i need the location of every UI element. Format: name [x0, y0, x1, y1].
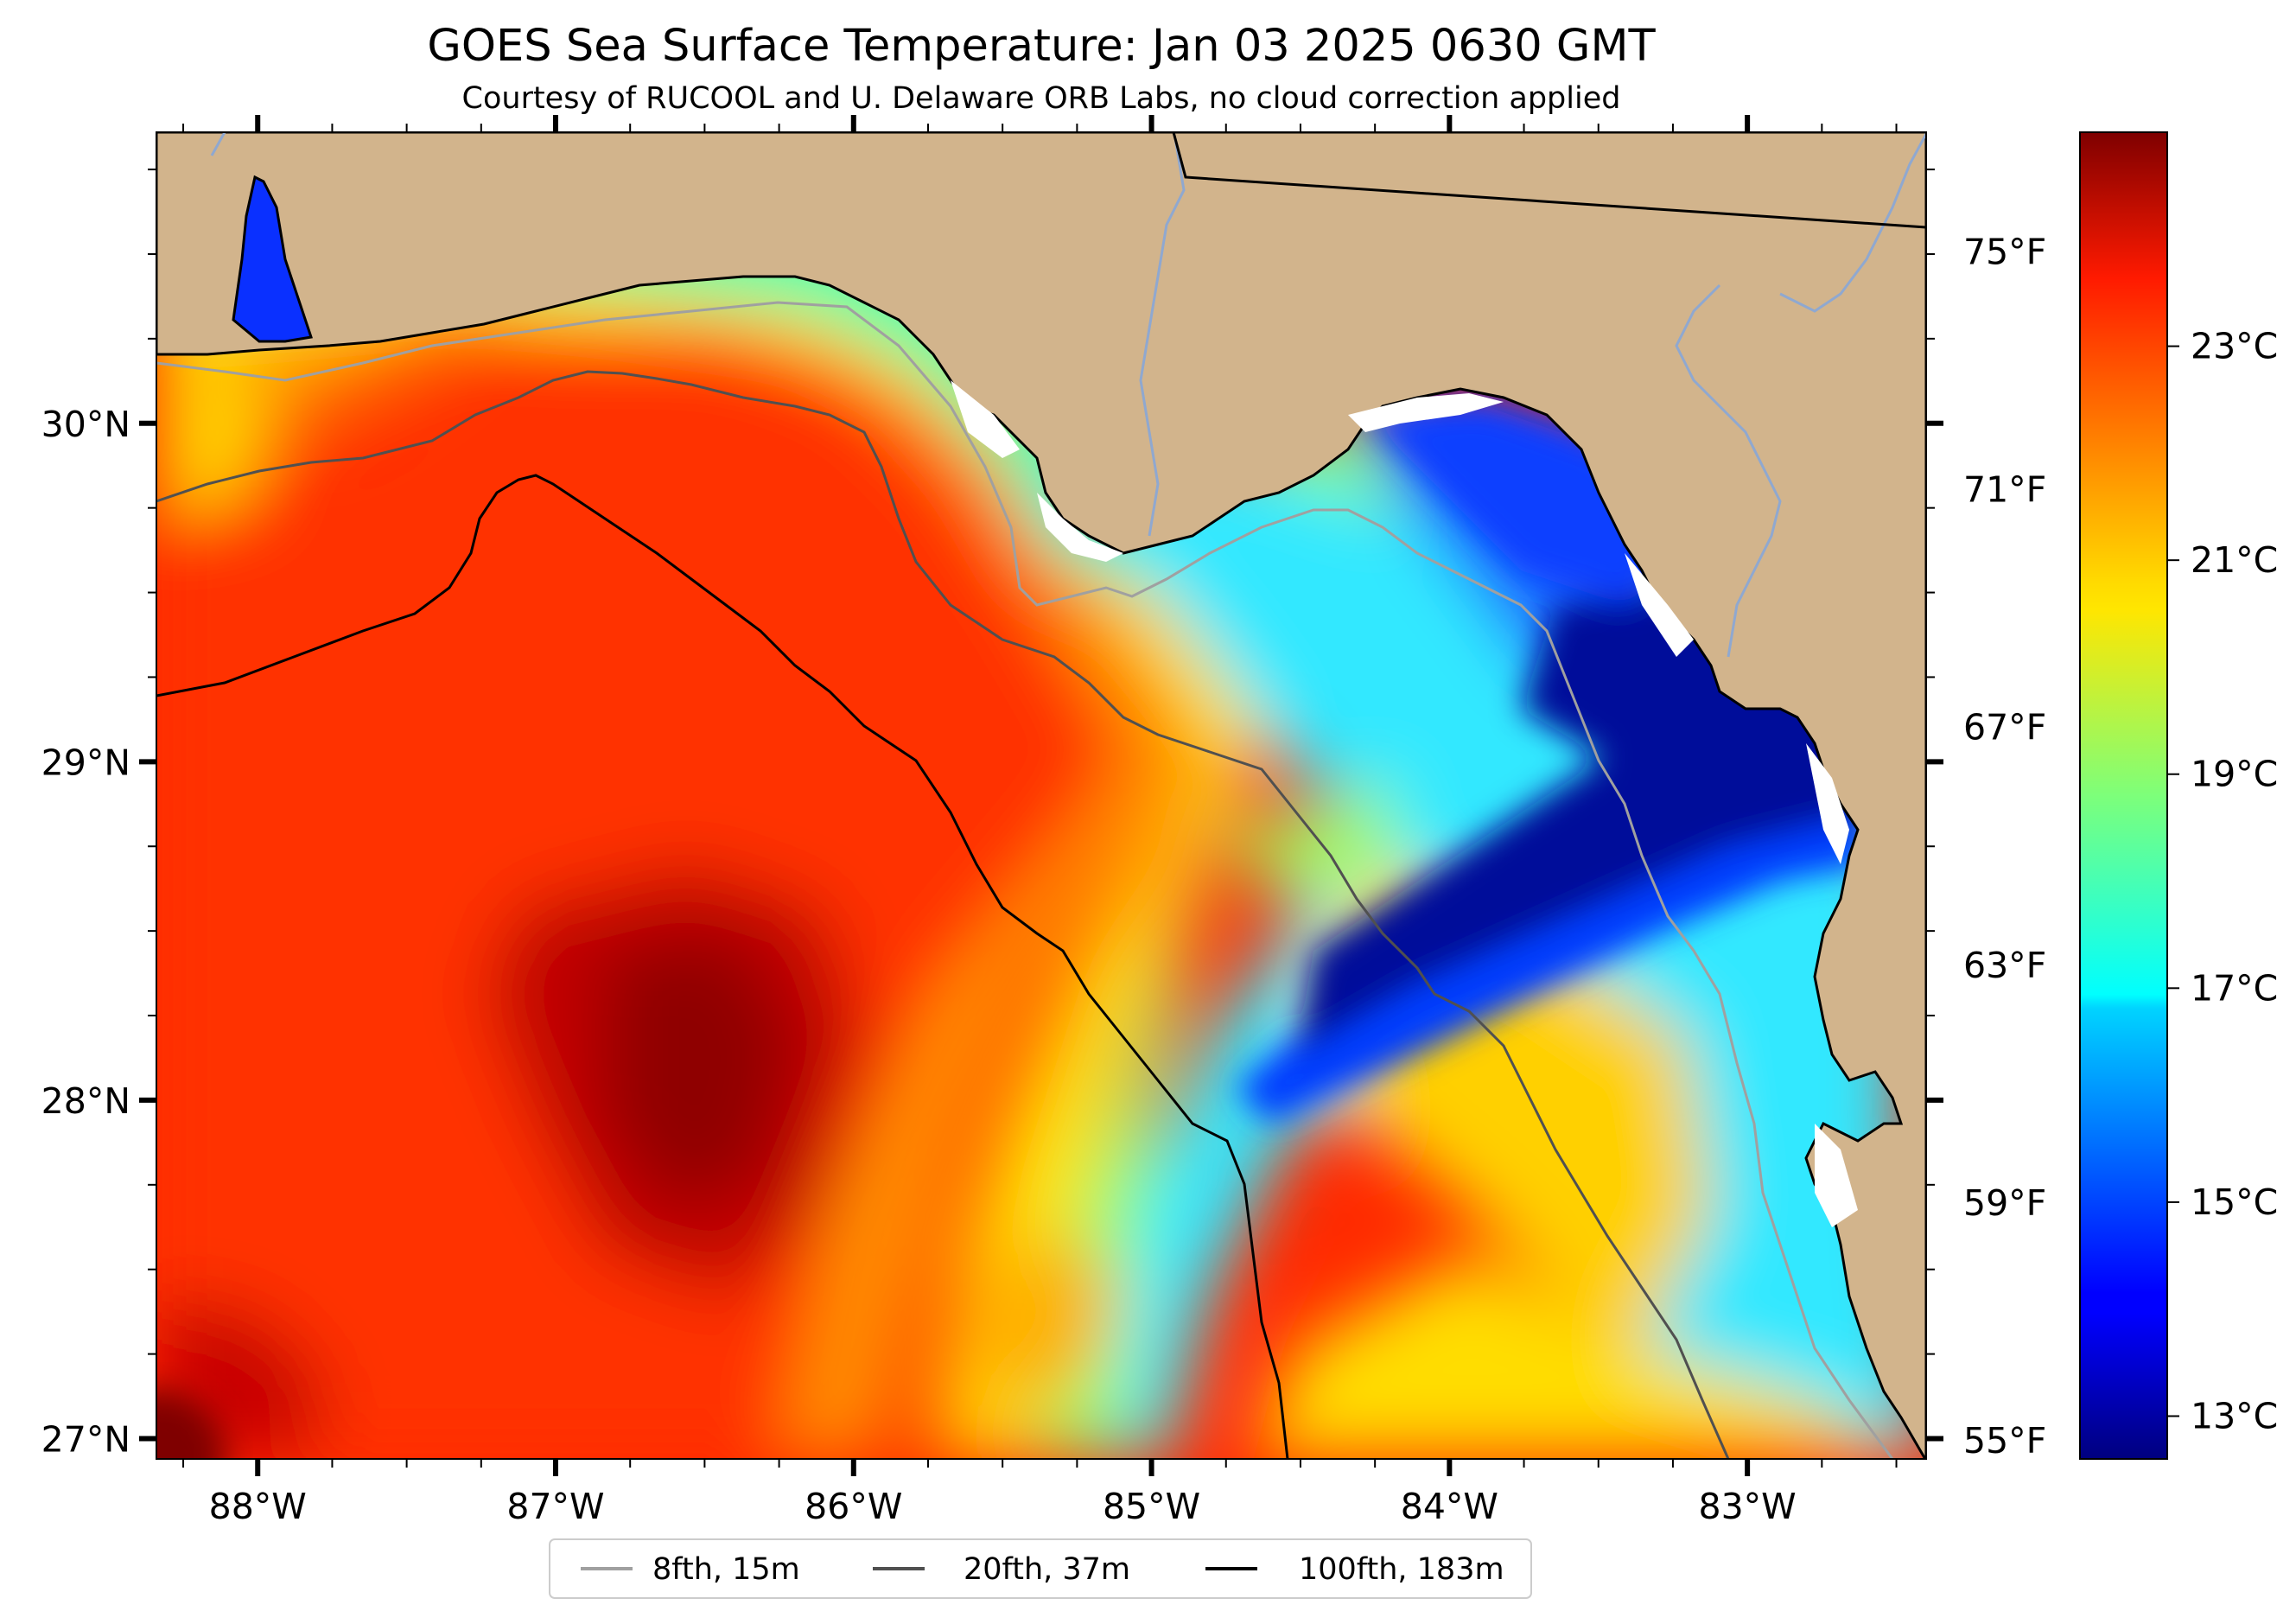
legend-label-100fth: 100fth, 183m [1299, 1552, 1504, 1587]
bathymetry-20fth [156, 370, 1730, 1459]
fahrenheit-tick-label: 59°F [1963, 1182, 2046, 1224]
lon-tick-label: 84°W [1401, 1486, 1498, 1527]
lat-axis: 30°N 29°N 28°N 27°N [41, 169, 1943, 1461]
fahrenheit-tick-label: 55°F [1963, 1420, 2046, 1462]
fahrenheit-tick-label: 71°F [1963, 469, 2046, 511]
colorbar-tick-label: 23°C [2191, 326, 2278, 367]
lat-tick-label: 28°N [41, 1080, 130, 1122]
lon-tick-label: 85°W [1103, 1486, 1200, 1527]
legend-box [549, 1538, 1532, 1599]
state-border [1172, 132, 1926, 229]
colorbar-tick-label: 15°C [2191, 1181, 2278, 1223]
bathymetry-100fth [156, 474, 1289, 1459]
land-masses [156, 132, 1926, 1459]
lat-tick-label: 30°N [41, 404, 130, 445]
lon-tick-label: 83°W [1699, 1486, 1797, 1527]
bathymetry-legend: 8fth, 15m 20fth, 37m 100fth, 183m [549, 1538, 1532, 1599]
colorbar-gradient [2079, 131, 2168, 1460]
fahrenheit-tick-label: 67°F [1963, 707, 2046, 748]
rivers [210, 132, 1926, 658]
gulf-coast-land [156, 132, 1926, 1459]
colorbar-tick-label: 19°C [2191, 754, 2278, 795]
fahrenheit-tick-label: 75°F [1963, 232, 2046, 273]
colorbar: 23°C 21°C 19°C 17°C 15°C 13°C [2079, 131, 2278, 1460]
lon-tick-label: 87°W [506, 1486, 604, 1527]
map-title: GOES Sea Surface Temperature: Jan 03 202… [427, 21, 1656, 72]
map-subtitle: Courtesy of RUCOOL and U. Delaware ORB L… [462, 81, 1621, 116]
colorbar-tick-label: 21°C [2191, 539, 2278, 581]
lat-tick-label: 29°N [41, 742, 130, 783]
map-frame [156, 131, 1927, 1460]
lon-axis: 88°W 87°W 86°W 85°W 84°W 83°W [182, 115, 1898, 1527]
lat-tick-label: 27°N [41, 1419, 130, 1461]
colorbar-tick-label: 13°C [2191, 1395, 2278, 1436]
colorbar-tick-label: 17°C [2191, 967, 2278, 1009]
fahrenheit-tick-label: 63°F [1963, 945, 2046, 986]
legend-label-20fth: 20fth, 37m [964, 1552, 1130, 1587]
lon-tick-label: 86°W [805, 1486, 902, 1527]
map-area [156, 132, 1926, 1459]
legend-label-8fth: 8fth, 15m [652, 1552, 800, 1587]
lon-tick-label: 88°W [209, 1486, 307, 1527]
coastal-nodata [951, 380, 1858, 1227]
bathymetry-8fth [156, 301, 1894, 1459]
mobile-bay-water [232, 175, 313, 343]
fahrenheit-axis: 75°F 71°F 67°F 63°F 59°F 55°F [1963, 232, 2046, 1462]
colorbar-ticks: 23°C 21°C 19°C 17°C 15°C 13°C [2167, 326, 2278, 1436]
